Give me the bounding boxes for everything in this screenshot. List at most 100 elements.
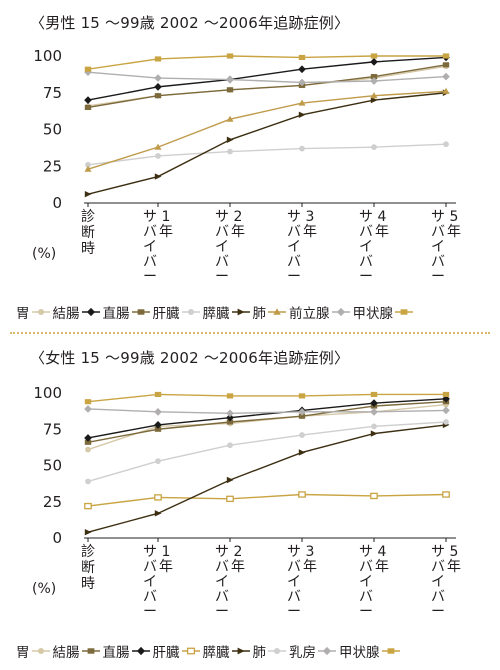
svg-text:診: 診 (81, 544, 95, 560)
svg-text:サ: サ (359, 544, 373, 560)
svg-text:バ: バ (143, 254, 157, 270)
data-point (226, 136, 234, 143)
legend-item: 肺 (253, 641, 288, 661)
y-tick-label: 100 (33, 47, 62, 65)
data-point (370, 58, 378, 66)
svg-text:イ: イ (431, 574, 445, 590)
data-point (154, 56, 162, 62)
data-point (154, 74, 162, 82)
data-point (442, 62, 450, 68)
series-line (87, 55, 446, 70)
series-line (87, 393, 446, 403)
legend-marker (268, 308, 286, 315)
legend-item: 胃 (16, 302, 51, 322)
svg-text:イ: イ (359, 574, 373, 590)
svg-text:2: 2 (234, 209, 243, 225)
legend-label: 肺 (252, 645, 267, 661)
series-line (87, 401, 447, 443)
series-甲状腺 (84, 53, 450, 72)
series-肝臓 (85, 141, 449, 168)
legend-item: 結腸 (53, 302, 101, 322)
data-point (84, 66, 92, 72)
series-前立腺 (84, 68, 450, 87)
svg-text:サ: サ (431, 544, 445, 560)
data-point (370, 53, 378, 59)
data-point (371, 144, 377, 151)
legend-item: 肝臓 (153, 641, 201, 661)
series-肺 (84, 87, 450, 172)
data-point (370, 430, 378, 437)
x-tick-label: 診断時 (81, 209, 95, 257)
plot-area (84, 391, 450, 536)
svg-text:バ: バ (215, 224, 229, 240)
svg-text:ー: ー (215, 604, 229, 620)
legend-item: 直腸 (103, 641, 151, 661)
series-胃 (85, 63, 449, 109)
data-point (154, 143, 162, 150)
legend-item: 膵臓 (203, 302, 251, 322)
data-point (154, 494, 162, 501)
female-chart-legend: 胃 結腸 直腸 肝臓 膵臓 肺 乳房 甲状腺 (16, 641, 403, 661)
svg-text:バ: バ (359, 589, 373, 605)
svg-text:サ: サ (143, 544, 157, 560)
data-point (85, 478, 91, 485)
data-point (154, 408, 162, 416)
svg-text:時: 時 (81, 241, 95, 257)
data-point (84, 104, 92, 111)
series-直腸 (84, 62, 450, 111)
legend-marker (81, 307, 100, 317)
legend-label: 前立腺 (289, 306, 330, 322)
legend-marker (231, 308, 250, 316)
svg-text:バ: バ (359, 559, 373, 575)
legend-label: 結腸 (52, 645, 80, 661)
legend-item: 前立腺 (289, 302, 351, 322)
data-point (154, 510, 162, 517)
data-point (370, 408, 378, 416)
svg-text:年: 年 (375, 224, 389, 240)
data-point (442, 53, 450, 59)
svg-text:4: 4 (378, 544, 387, 560)
series-肝臓 (84, 491, 450, 510)
data-point (442, 491, 450, 498)
legend-label: 直腸 (102, 645, 130, 661)
series-line (87, 92, 447, 195)
section-divider (10, 332, 490, 334)
svg-text:サ: サ (143, 209, 157, 225)
legend-item: 胃 (16, 641, 51, 661)
series-line (87, 64, 447, 109)
series-結腸 (84, 399, 450, 445)
data-point (84, 439, 92, 445)
male-chart: 0255075100診断時サバイバー1年サバイバー2年サバイバー3年サバイバー4… (32, 47, 461, 285)
svg-text:ー: ー (359, 269, 373, 285)
data-point (227, 148, 233, 155)
svg-text:バ: バ (143, 559, 157, 575)
legend-label: 膵臓 (202, 306, 230, 322)
svg-text:イ: イ (287, 239, 301, 255)
legend-marker (395, 309, 413, 315)
svg-text:バ: バ (431, 254, 445, 270)
svg-text:ー: ー (287, 604, 301, 620)
data-point (226, 495, 234, 503)
series-line (87, 493, 447, 507)
female-chart-panel: 〈女性 15 〜99歳 2002 〜2006年追跡症例〉 0 25 50 75 100 診… (0, 335, 500, 670)
series-胃 (85, 401, 449, 453)
series-膵臓 (84, 89, 450, 198)
data-point (442, 406, 450, 415)
legend-label: 肝臓 (152, 306, 180, 322)
svg-text:ー: ー (431, 604, 445, 620)
x-tick-label: 診断時 (81, 544, 95, 592)
data-point (84, 529, 92, 536)
data-point (299, 145, 305, 152)
legend-item: 膵臓 (203, 641, 251, 661)
legend-marker (81, 648, 100, 654)
svg-text:時: 時 (81, 576, 95, 592)
legend-label: 胃 (16, 306, 30, 322)
svg-text:ー: ー (431, 269, 445, 285)
data-point (442, 391, 450, 398)
legend-marker (181, 647, 200, 655)
legend-marker (31, 308, 50, 316)
legend-marker (381, 648, 400, 654)
